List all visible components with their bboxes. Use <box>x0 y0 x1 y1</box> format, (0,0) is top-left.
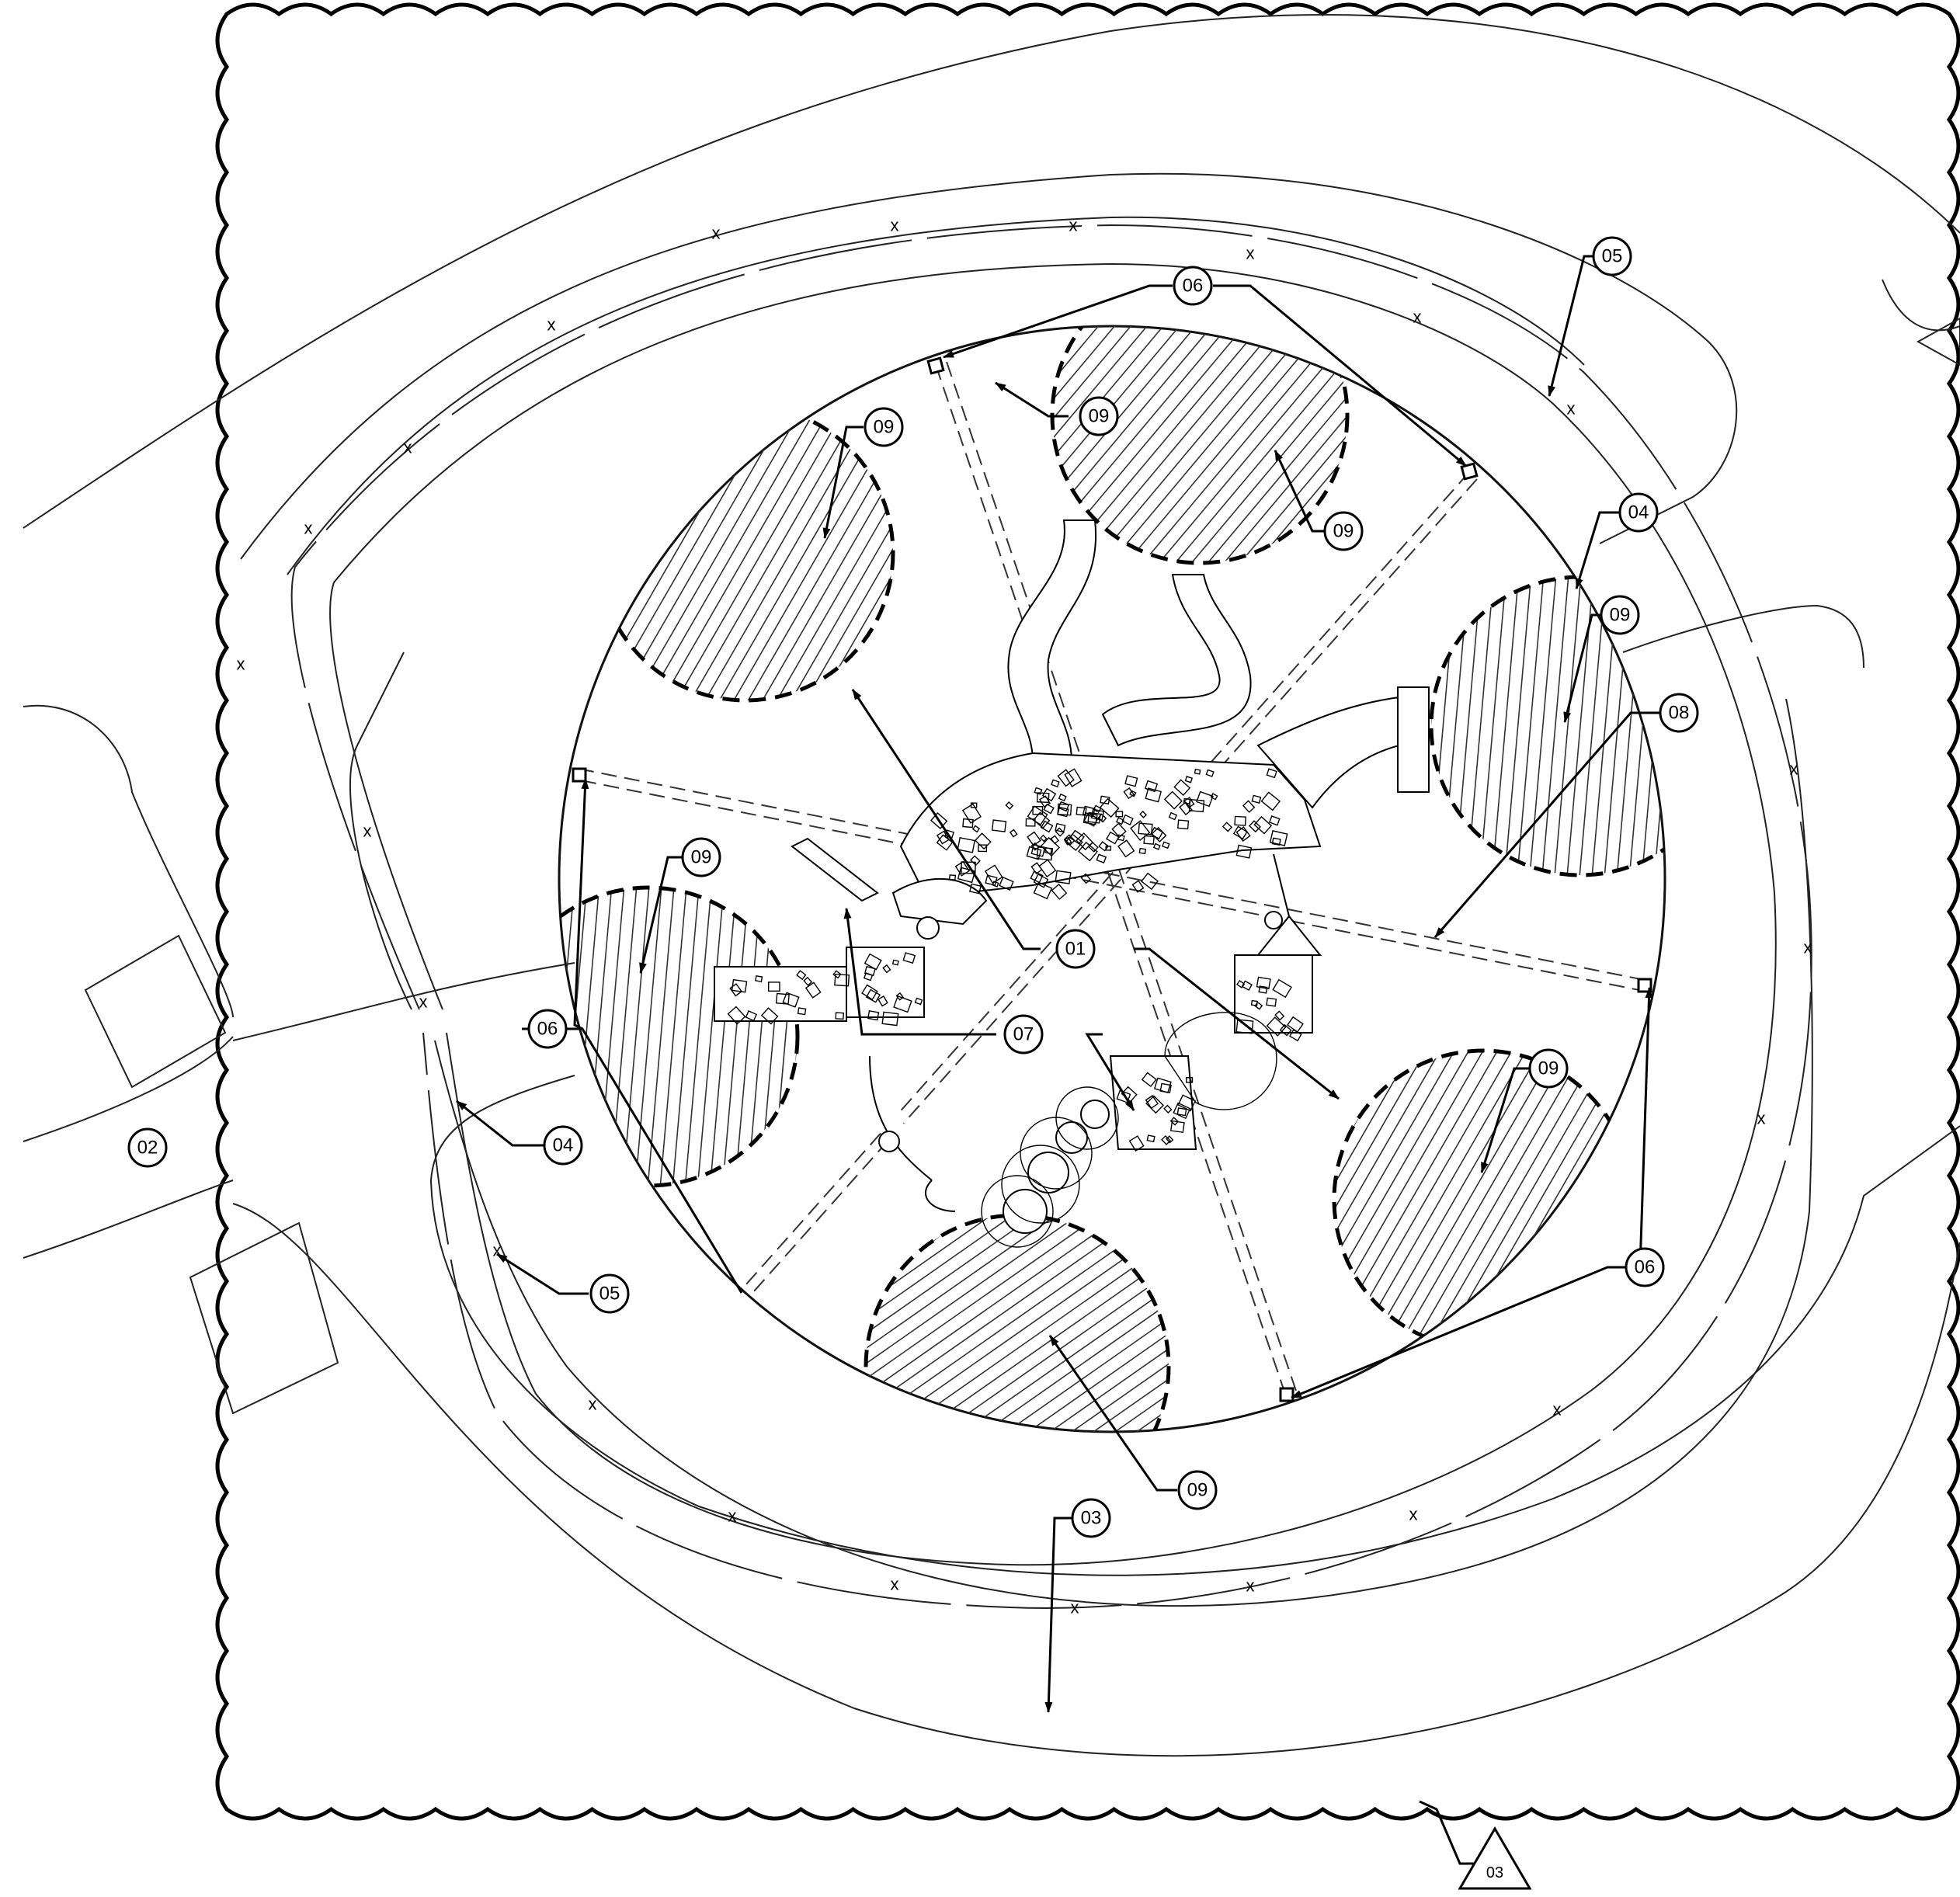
fence-marker: x <box>891 1575 899 1594</box>
fence-marker: x <box>404 438 412 457</box>
callout-09-top-left: 09 <box>864 407 904 447</box>
revision-delta: 03 <box>1458 1826 1532 1890</box>
fence-marker: x <box>237 655 245 674</box>
svg-text:03: 03 <box>1486 1864 1503 1881</box>
play-structure <box>714 519 1430 1248</box>
svg-text:03: 03 <box>1081 1508 1102 1529</box>
callout-04-left: 04 <box>543 1125 583 1166</box>
svg-text:09: 09 <box>1089 406 1110 427</box>
fence-marker: x <box>1553 1400 1562 1419</box>
fence-marker: x <box>363 822 372 841</box>
svg-text:04: 04 <box>553 1135 574 1156</box>
callout-05-top: 05 <box>1592 236 1632 276</box>
callout-09-bottom-right: 09 <box>1528 1048 1569 1089</box>
svg-text:05: 05 <box>1602 246 1623 267</box>
callout-02: 02 <box>127 1127 168 1168</box>
callout-tags: 01 02 03 04 04 05 05 06 06 06 07 08 09 0… <box>127 236 1699 1538</box>
callout-09-top-right-lower: 09 <box>1323 511 1364 551</box>
svg-text:09: 09 <box>691 847 712 868</box>
fence-marker: x <box>891 216 899 235</box>
callout-09-right: 09 <box>1600 595 1640 635</box>
callout-09-top-mid: 09 <box>1079 396 1119 436</box>
callout-06-right: 06 <box>1625 1247 1665 1287</box>
callout-03: 03 <box>1071 1498 1111 1538</box>
play-area-boundary <box>558 325 1666 1433</box>
fence-marker: x <box>1757 1109 1766 1128</box>
fence-marker: x <box>1071 1598 1079 1617</box>
fence-marker: x <box>728 1506 737 1526</box>
svg-text:02: 02 <box>137 1138 158 1159</box>
svg-text:01: 01 <box>1065 939 1086 960</box>
callout-09-bottom: 09 <box>1177 1470 1218 1510</box>
svg-text:08: 08 <box>1669 703 1690 724</box>
svg-text:09: 09 <box>1333 521 1354 542</box>
hatched-zone <box>1050 326 1350 565</box>
posts <box>572 356 1652 1402</box>
hatched-zones <box>559 326 1665 1432</box>
fence-line: x x x x x x x x x x x x x x x x x x x x x x x <box>237 216 1812 1617</box>
svg-text:09: 09 <box>874 417 895 438</box>
site-linework <box>23 14 1960 1757</box>
callout-06-left: 06 <box>527 1009 568 1049</box>
callout-04-right: 04 <box>1618 492 1659 533</box>
leaders <box>456 255 1660 1865</box>
callout-07: 07 <box>1003 1014 1044 1054</box>
hatched-zone <box>864 1213 1171 1432</box>
svg-text:09: 09 <box>1187 1480 1208 1501</box>
hatched-zone <box>596 403 895 703</box>
callout-06-top: 06 <box>1173 266 1213 306</box>
fence-marker: x <box>304 519 313 538</box>
fence-marker: x <box>589 1395 597 1414</box>
svg-text:06: 06 <box>1183 276 1204 297</box>
fence-marker: x <box>547 315 556 335</box>
callout-01: 01 <box>1055 929 1096 969</box>
fence-marker: x <box>1413 307 1422 327</box>
fence-marker: x <box>1567 399 1576 419</box>
fence-marker: x <box>1804 938 1812 957</box>
hatched-zone <box>1332 1048 1635 1351</box>
svg-text:06: 06 <box>1635 1257 1656 1278</box>
hatched-zone <box>1429 575 1665 877</box>
fence-marker: x <box>1790 759 1798 779</box>
fence-marker: x <box>1409 1505 1418 1524</box>
fence-marker: x <box>1246 1576 1255 1596</box>
sight-lines <box>578 361 1648 1395</box>
svg-text:04: 04 <box>1628 502 1649 523</box>
fence-marker: x <box>1246 244 1255 263</box>
svg-text:05: 05 <box>599 1284 620 1305</box>
svg-text:09: 09 <box>1610 605 1631 626</box>
svg-text:09: 09 <box>1538 1058 1559 1079</box>
svg-text:07: 07 <box>1013 1024 1034 1045</box>
callout-05-bottom: 05 <box>589 1273 630 1314</box>
fence-marker: x <box>493 1241 502 1260</box>
fence-marker: x <box>1069 216 1078 235</box>
callout-09-left: 09 <box>681 837 721 877</box>
revision-cloud-border <box>215 2 1960 1821</box>
fence-marker: x <box>419 992 428 1012</box>
fence-marker: x <box>712 224 721 243</box>
callout-08: 08 <box>1659 693 1699 733</box>
svg-text:06: 06 <box>537 1019 558 1040</box>
